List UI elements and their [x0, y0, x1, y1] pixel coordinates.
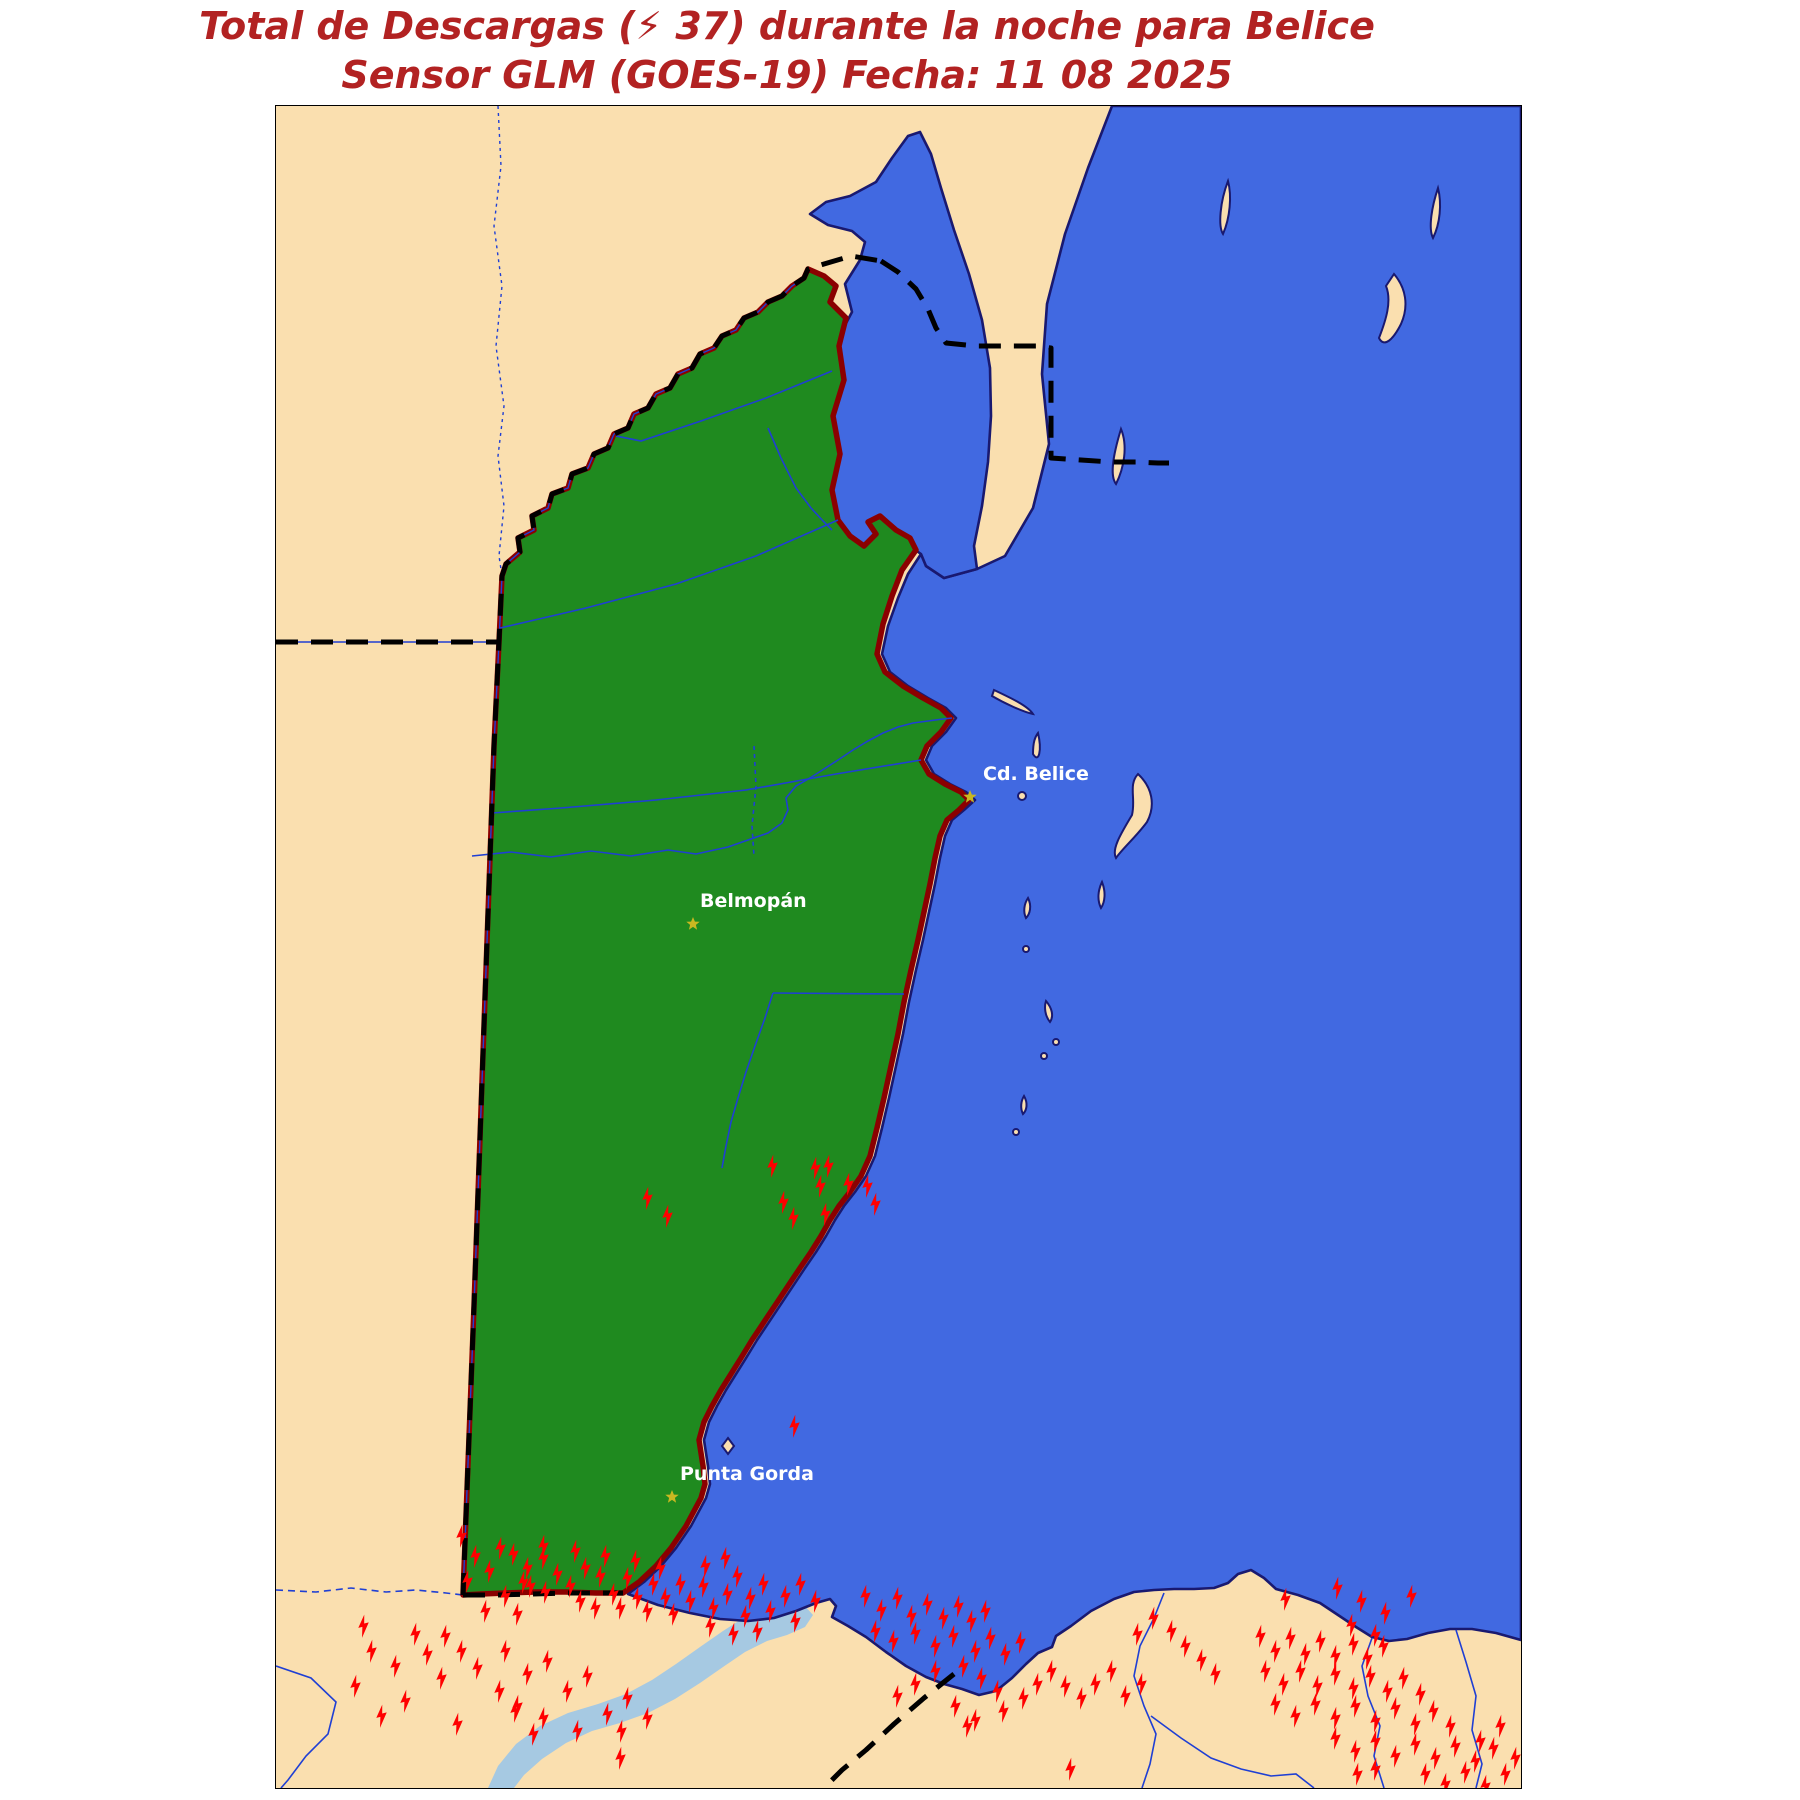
belize-districts-rivers: [471, 370, 953, 1169]
title-line-1: Total de Descargas (⚡ 37) durante la noc…: [199, 4, 1375, 48]
city-label: Belmopán: [700, 890, 807, 912]
cayes: [720, 177, 1442, 1456]
border-maritime: [879, 258, 1169, 466]
page-title: Total de Descargas (⚡ 37) durante la noc…: [0, 2, 1574, 100]
border-guatemala-honduras: [822, 1672, 956, 1788]
title-line-2: Sensor GLM (GOES-19) Fecha: 11 08 2025: [341, 53, 1233, 97]
lake-izabal: [488, 1602, 813, 1788]
mexico-state-line: [493, 106, 505, 577]
guatemala-admin-line: [276, 1587, 464, 1596]
belize-lightning-map: Cd. Belice Belmopán Punta Gorda: [276, 106, 1521, 1788]
map-frame: Cd. Belice Belmopán Punta Gorda: [275, 105, 1522, 1789]
city-labels-layer: Cd. Belice Belmopán Punta Gorda: [665, 763, 1089, 1503]
caribbean-sea: [626, 106, 1521, 1697]
city-label: Cd. Belice: [983, 763, 1089, 785]
city-label: Punta Gorda: [680, 1463, 814, 1485]
border-belize-west-north: [460, 253, 882, 1596]
